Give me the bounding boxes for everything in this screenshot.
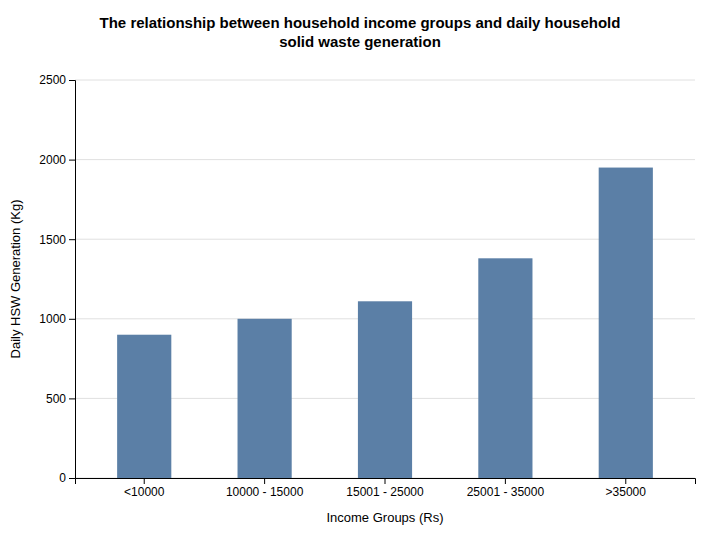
tick-label: 2000 — [39, 153, 66, 167]
x-tick: <10000 — [124, 478, 165, 499]
y-tick: 2000 — [39, 153, 75, 167]
tick-label: 1000 — [39, 312, 66, 326]
tick-label: 1500 — [39, 233, 66, 247]
chart: 0 500 1000 1500 2000 2500 <10000 10000 - 15000 1… — [0, 0, 720, 540]
x-tick: 10000 - 15000 — [226, 478, 304, 499]
tick-mark — [144, 478, 145, 484]
tick-mark — [69, 80, 75, 81]
axis-line — [76, 479, 696, 485]
tick-mark — [69, 239, 75, 240]
plot: 0 500 1000 1500 2000 2500 <10000 10000 - 15000 1… — [39, 73, 695, 498]
y-tick: 1000 — [39, 312, 75, 326]
title-line: solid waste generation — [279, 33, 441, 50]
tick-mark — [505, 478, 506, 484]
axis-line — [69, 81, 76, 479]
tick-label: >35000 — [606, 485, 647, 499]
title: The relationship between household incom… — [100, 14, 621, 50]
bar — [238, 319, 292, 478]
tick-mark — [264, 478, 265, 484]
x-tick: 15001 - 25000 — [346, 478, 424, 499]
tick-label: <10000 — [124, 485, 165, 499]
tick-label: 15001 - 25000 — [346, 485, 424, 499]
tick-mark — [385, 478, 386, 484]
tick-label: 10000 - 15000 — [226, 485, 304, 499]
tick-label: 2500 — [39, 73, 66, 87]
bar — [358, 301, 412, 478]
y-tick: 2500 — [39, 73, 75, 87]
grid-line — [75, 80, 695, 81]
y-tick: 1500 — [39, 233, 75, 247]
grid-line — [75, 159, 695, 160]
grid — [75, 80, 695, 478]
y-axis: 0 500 1000 1500 2000 2500 — [39, 73, 75, 485]
x-axis: <10000 10000 - 15000 15001 - 25000 25001 - … — [76, 478, 696, 499]
tick-label: 0 — [59, 471, 66, 485]
bars — [117, 168, 653, 478]
tick-label: 25001 - 35000 — [467, 485, 545, 499]
bar — [117, 335, 171, 478]
y-axis-title: Daily HSW Generation (Kg) — [8, 200, 23, 359]
tick-mark — [69, 398, 75, 399]
tick-mark — [625, 478, 626, 484]
title-line: The relationship between household incom… — [100, 14, 621, 31]
x-tick: 25001 - 35000 — [467, 478, 545, 499]
tick-mark — [69, 478, 75, 479]
y-tick: 500 — [46, 392, 75, 406]
bar — [599, 168, 653, 478]
tick-mark — [69, 319, 75, 320]
y-tick: 0 — [59, 471, 75, 485]
tick-label: 500 — [46, 392, 66, 406]
bar — [478, 258, 532, 478]
x-tick: >35000 — [606, 478, 647, 499]
x-axis-title: Income Groups (Rs) — [326, 510, 443, 525]
tick-mark — [69, 160, 75, 161]
